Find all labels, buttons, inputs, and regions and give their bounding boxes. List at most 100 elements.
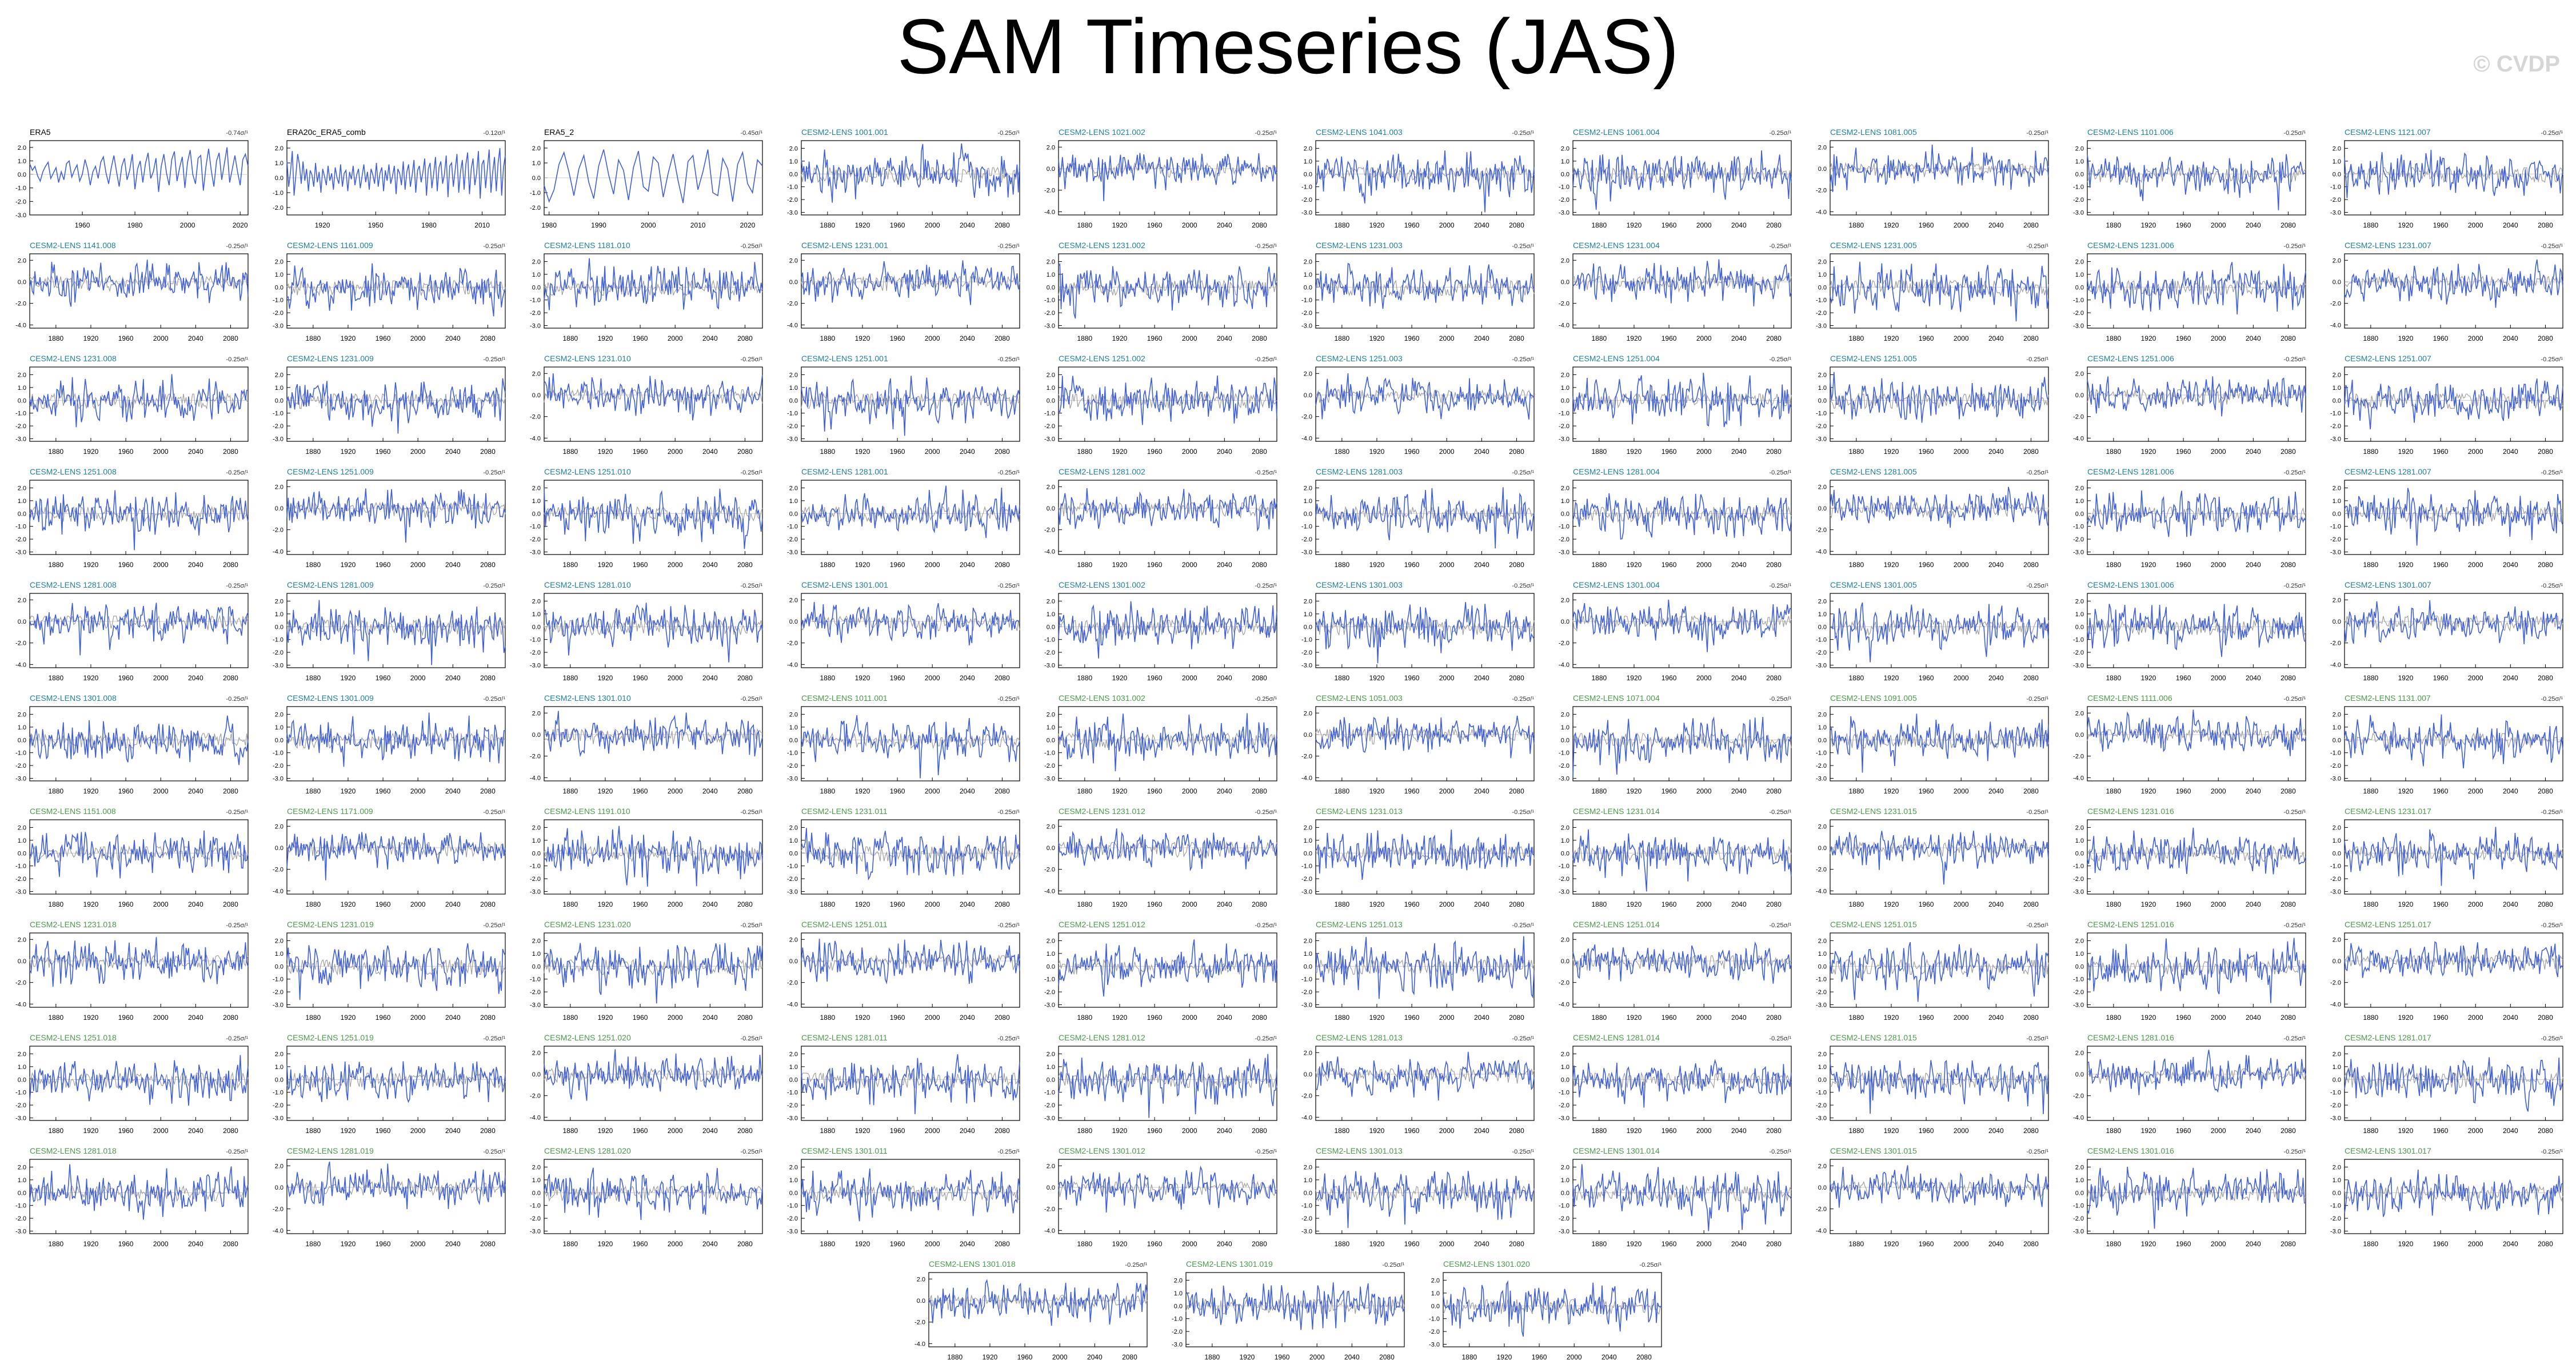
y-tick-label: 2.0 [2333, 1164, 2341, 1171]
x-tick-label: 1990 [591, 221, 606, 229]
x-tick-label: 1960 [1147, 1127, 1163, 1135]
panel-trend-label: -0.25σ/¹ [2026, 356, 2048, 363]
x-tick-label: 1920 [2398, 674, 2414, 682]
panel-title: CESM2-LENS 1251.010 [544, 467, 631, 476]
panel-15: CESM2-LENS 1231.003 -0.25σ/¹2.01.00.0-1.0… [1301, 241, 1535, 342]
x-tick-label: 2000 [925, 221, 940, 229]
panel-trend-label: -0.25σ/¹ [2541, 809, 2563, 816]
y-tick-label: 2.0 [1561, 145, 1569, 152]
y-tick-label: -1.0 [2073, 1203, 2084, 1210]
y-tick-label: 2.0 [1304, 824, 1312, 831]
series-line [2344, 714, 2563, 769]
panel-77: CESM2-LENS 1251.015 -0.25σ/¹2.01.00.0-1.0… [1816, 920, 2049, 1022]
x-tick-label: 1960 [1919, 561, 1934, 569]
x-tick-label: 1880 [1848, 1240, 1864, 1248]
x-tick-label: 2040 [1217, 674, 1232, 682]
y-tick-label: 2.0 [1561, 936, 1569, 943]
panel-title: CESM2-LENS 1251.007 [2345, 354, 2431, 363]
x-tick-label: 2000 [1439, 448, 1455, 456]
panel-trend-label: -0.25σ/¹ [2026, 922, 2048, 929]
y-tick-label: -2.0 [787, 763, 798, 769]
panel-title: CESM2-LENS 1041.003 [1316, 127, 1403, 137]
x-tick-label: 2080 [2023, 334, 2039, 342]
x-tick-label: 1880 [1848, 1014, 1864, 1022]
ensemble-mean-line [2344, 615, 2563, 632]
y-tick-label: 2.0 [2075, 824, 2084, 831]
y-tick-label: 2.0 [18, 485, 26, 492]
panel-46: CESM2-LENS 1301.004 -0.25σ/¹2.00.0-2.0-4.… [1559, 580, 1792, 682]
x-tick-label: 2080 [2281, 221, 2296, 229]
x-tick-label: 2040 [1988, 1127, 2004, 1135]
x-tick-label: 2000 [925, 900, 940, 908]
x-tick-label: 2010 [690, 221, 706, 229]
plot-frame [801, 1046, 1020, 1121]
panel-38: CESM2-LENS 1281.006 -0.25σ/¹2.01.00.0-1.0… [2073, 467, 2306, 569]
y-tick-label: 2.0 [1818, 484, 1827, 490]
panel-title: CESM2-LENS 1281.007 [2345, 467, 2431, 476]
x-tick-label: 1960 [2433, 1127, 2449, 1135]
series-line [286, 1161, 506, 1210]
x-tick-label: 1920 [83, 900, 99, 908]
panel-title: CESM2-LENS 1281.006 [2087, 467, 2174, 476]
x-tick-label: 1920 [1112, 1240, 1128, 1248]
x-tick-label: 1880 [2106, 674, 2121, 682]
panel-title: CESM2-LENS 1151.008 [30, 807, 116, 816]
panel-title: CESM2-LENS 1301.010 [544, 693, 631, 703]
x-tick-label: 1920 [598, 1127, 613, 1135]
x-tick-label: 2000 [668, 334, 683, 342]
y-tick-label: -3.0 [273, 323, 283, 330]
panel-title: ERA5_2 [544, 127, 574, 137]
y-tick-label: -2.0 [1559, 423, 1569, 430]
panel-41: CESM2-LENS 1281.009 -0.25σ/¹2.01.00.0-1.0… [273, 580, 506, 682]
y-tick-label: 0.0 [1047, 284, 1055, 291]
series-line [29, 374, 249, 428]
y-tick-label: -4.0 [1301, 1114, 1312, 1121]
y-tick-label: 0.0 [2333, 958, 2341, 965]
x-tick-label: 2040 [2246, 1014, 2261, 1022]
y-tick-label: 2.0 [532, 598, 541, 605]
y-tick-label: -1.0 [1816, 297, 1827, 304]
y-tick-label: 1.0 [789, 1064, 798, 1071]
x-tick-label: 1920 [983, 1353, 998, 1360]
x-tick-label: 1960 [2176, 334, 2191, 342]
y-tick-label: -2.0 [1301, 1093, 1312, 1100]
x-tick-label: 2040 [445, 1014, 461, 1022]
ensemble-mean-line [2087, 388, 2306, 405]
plot-frame [2087, 480, 2306, 555]
y-tick-label: -3.0 [2073, 323, 2084, 330]
y-tick-label: 2.0 [275, 484, 283, 490]
x-tick-label: 2000 [1696, 900, 1712, 908]
x-tick-label: 1960 [1919, 1127, 1934, 1135]
y-tick-label: 1.0 [275, 272, 283, 278]
y-tick-label: -4.0 [1816, 209, 1827, 216]
y-tick-label: -1.0 [1044, 750, 1055, 757]
x-tick-label: 2000 [2211, 1014, 2226, 1022]
x-tick-label: 1920 [1369, 787, 1385, 795]
series-line [286, 712, 506, 767]
panel-title: CESM2-LENS 1281.010 [544, 580, 631, 589]
panel-100: CESM2-LENS 1301.018 -0.25σ/¹2.00.0-2.0-4.… [914, 1259, 1148, 1360]
y-tick-label: -4.0 [914, 1341, 925, 1347]
y-tick-label: -3.0 [1559, 1229, 1569, 1235]
x-tick-label: 1960 [2433, 674, 2449, 682]
x-tick-label: 1920 [1369, 221, 1385, 229]
x-tick-label: 1980 [421, 221, 437, 229]
x-tick-label: 2080 [223, 787, 238, 795]
x-tick-label: 1880 [820, 1014, 835, 1022]
x-tick-label: 2040 [2503, 1127, 2518, 1135]
panel-title: CESM2-LENS 1071.004 [1573, 693, 1660, 703]
x-tick-label: 2080 [737, 787, 753, 795]
panel-title: CESM2-LENS 1251.005 [1830, 354, 1917, 363]
ensemble-mean-line [1315, 1067, 1535, 1084]
panel-11: CESM2-LENS 1161.009 -0.25σ/¹2.01.00.0-1.0… [273, 241, 506, 342]
x-tick-label: 1960 [1147, 787, 1163, 795]
x-tick-label: 2000 [1954, 674, 1969, 682]
y-tick-label: -2.0 [1816, 989, 1827, 996]
x-tick-label: 2040 [1988, 334, 2004, 342]
panel-title: CESM2-LENS 1281.002 [1059, 467, 1145, 476]
y-tick-label: 1.0 [2333, 158, 2341, 165]
x-tick-label: 1880 [2106, 1127, 2121, 1135]
x-tick-label: 2080 [2023, 221, 2039, 229]
panel-title: CESM2-LENS 1231.009 [287, 354, 374, 363]
